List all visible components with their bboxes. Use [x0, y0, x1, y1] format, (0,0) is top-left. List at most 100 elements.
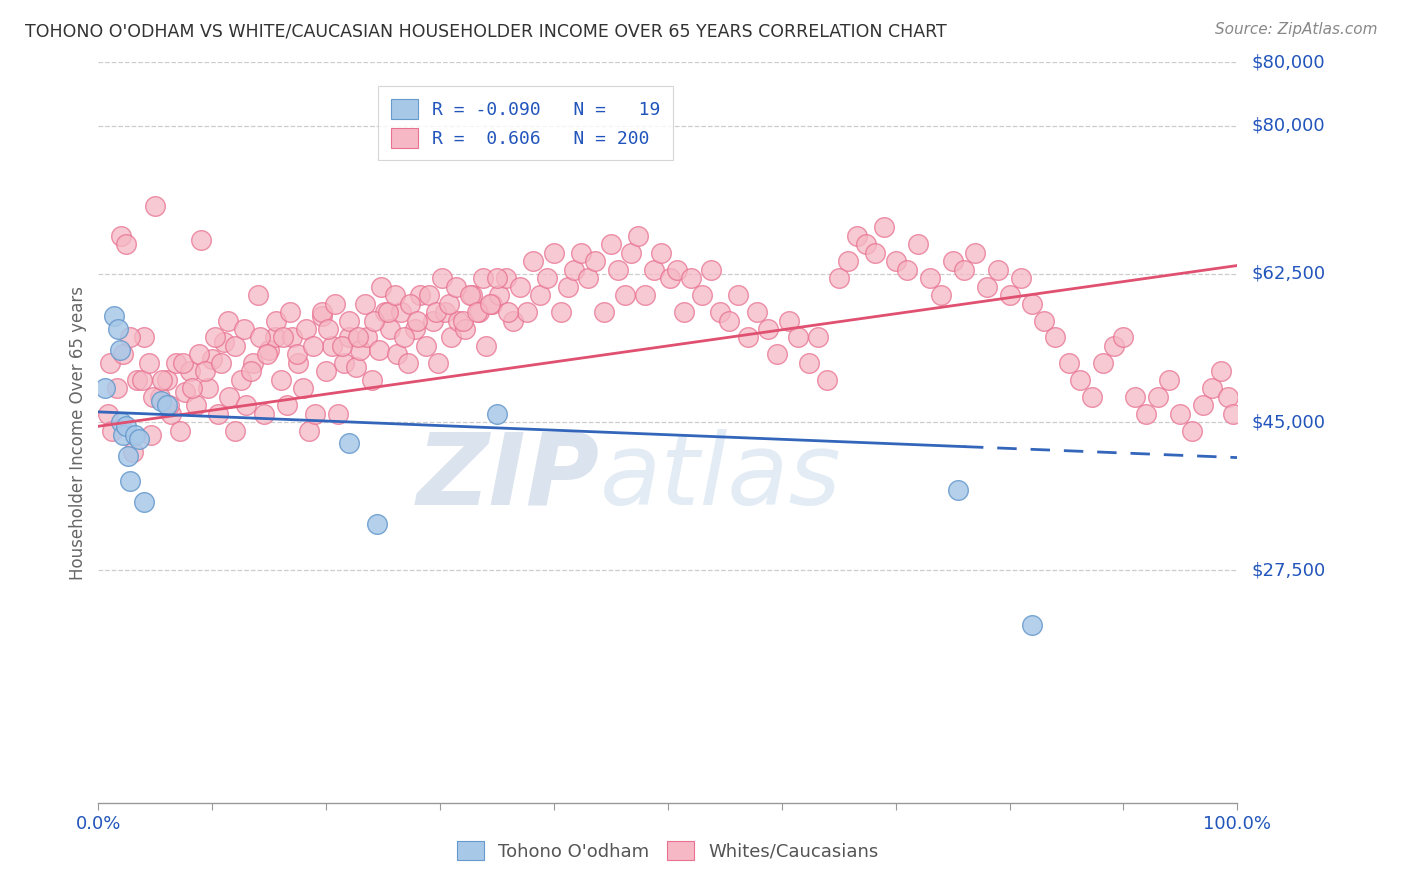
Point [157, 398, 180, 412]
Point [132, 330, 155, 344]
Point [406, 313, 429, 327]
Point [201, 351, 224, 366]
Point [1146, 390, 1168, 404]
Point [1135, 407, 1157, 421]
Text: Source: ZipAtlas.com: Source: ZipAtlas.com [1215, 22, 1378, 37]
Point [330, 339, 353, 353]
Point [218, 390, 240, 404]
Point [399, 296, 422, 310]
Point [643, 262, 665, 277]
Point [156, 398, 179, 412]
Text: TOHONO O'ODHAM VS WHITE/CAUCASIAN HOUSEHOLDER INCOME OVER 65 YEARS CORRELATION C: TOHONO O'ODHAM VS WHITE/CAUCASIAN HOUSEH… [25, 22, 948, 40]
Point [953, 262, 976, 277]
Point [700, 262, 723, 277]
Point [363, 313, 385, 327]
Point [426, 356, 449, 370]
Point [444, 279, 467, 293]
Point [408, 288, 430, 302]
Point [117, 449, 139, 463]
Point [1218, 390, 1240, 404]
Point [437, 296, 460, 310]
Point [498, 305, 520, 319]
Point [326, 407, 349, 421]
Point [855, 237, 877, 252]
Point [536, 271, 558, 285]
Point [224, 339, 246, 353]
Point [114, 237, 136, 252]
Point [120, 475, 142, 489]
Point [576, 271, 599, 285]
Point [107, 322, 129, 336]
Point [600, 237, 623, 252]
Point [256, 347, 278, 361]
Point [918, 271, 941, 285]
Point [1021, 618, 1043, 632]
Point [128, 432, 150, 446]
Point [209, 356, 232, 370]
Point [884, 254, 907, 268]
Point [433, 305, 456, 319]
Point [1112, 330, 1135, 344]
Point [396, 356, 419, 370]
Point [356, 330, 378, 344]
Point [392, 330, 415, 344]
Point [907, 237, 929, 252]
Point [304, 407, 326, 421]
Point [965, 245, 987, 260]
Point [837, 254, 859, 268]
Point [1057, 356, 1080, 370]
Point [186, 398, 208, 412]
Point [481, 296, 503, 310]
Point [454, 322, 477, 336]
Point [197, 381, 219, 395]
Point [1032, 313, 1054, 327]
Point [374, 305, 396, 319]
Point [190, 233, 212, 247]
Point [557, 279, 579, 293]
Point [1181, 424, 1204, 438]
Point [124, 427, 146, 442]
Point [495, 271, 517, 285]
Point [1222, 407, 1244, 421]
Text: $80,000: $80,000 [1251, 117, 1324, 135]
Point [204, 330, 226, 344]
Point [389, 305, 412, 319]
Point [756, 322, 779, 336]
Point [150, 393, 173, 408]
Point [418, 288, 440, 302]
Point [1201, 381, 1223, 395]
Point [271, 330, 294, 344]
Point [323, 296, 346, 310]
Point [745, 305, 768, 319]
Point [422, 313, 444, 327]
Point [169, 424, 191, 438]
Point [474, 339, 496, 353]
Point [1043, 330, 1066, 344]
Point [264, 330, 287, 344]
Text: $45,000: $45,000 [1251, 413, 1326, 431]
Point [110, 415, 132, 429]
Point [337, 436, 360, 450]
Point [180, 381, 202, 395]
Point [807, 330, 830, 344]
Point [333, 356, 356, 370]
Point [156, 373, 179, 387]
Point [112, 427, 135, 442]
Point [737, 330, 759, 344]
Y-axis label: Householder Income Over 65 years: Householder Income Over 65 years [69, 285, 87, 580]
Text: $80,000: $80,000 [1251, 54, 1324, 71]
Point [120, 330, 142, 344]
Point [354, 296, 377, 310]
Point [207, 407, 229, 421]
Point [1192, 398, 1215, 412]
Point [502, 313, 524, 327]
Point [174, 385, 197, 400]
Point [942, 254, 965, 268]
Point [976, 279, 998, 293]
Point [224, 424, 246, 438]
Point [606, 262, 628, 277]
Point [285, 347, 308, 361]
Point [235, 398, 257, 412]
Point [1069, 373, 1091, 387]
Point [292, 381, 315, 395]
